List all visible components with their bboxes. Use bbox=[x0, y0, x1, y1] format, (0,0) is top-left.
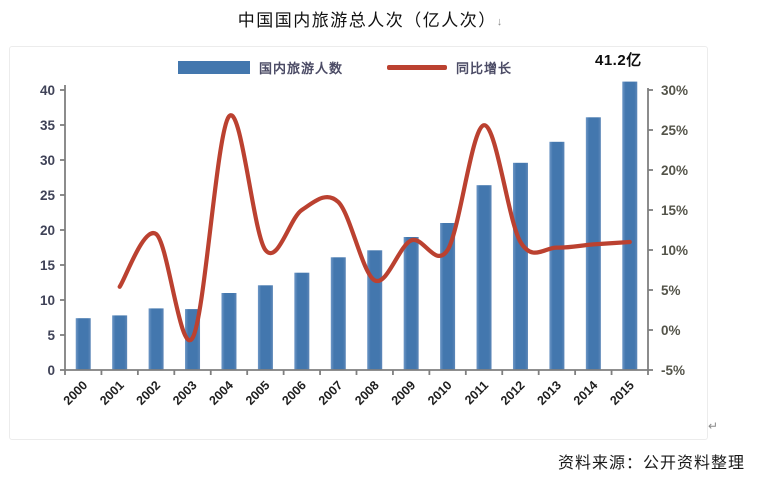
x-label-2009: 2009 bbox=[389, 378, 419, 408]
bar-2001 bbox=[112, 315, 128, 370]
bar-series-label: 国内旅游人数 bbox=[259, 61, 344, 76]
bar-2010 bbox=[440, 223, 456, 370]
bar-2005 bbox=[257, 285, 273, 370]
x-label-2008: 2008 bbox=[352, 378, 382, 408]
chart-legend: 国内旅游人数 同比增长 bbox=[178, 58, 512, 77]
bar-2006 bbox=[294, 272, 310, 370]
legend-item-bars: 国内旅游人数 bbox=[178, 58, 343, 77]
svg-text:15%: 15% bbox=[661, 203, 688, 218]
axes bbox=[60, 85, 653, 375]
source-note: 资料来源：公开资料整理 bbox=[557, 455, 745, 472]
paragraph-mark-icon: ↵ bbox=[708, 419, 719, 433]
bar-2015 bbox=[622, 81, 638, 370]
svg-text:-5%: -5% bbox=[661, 363, 685, 378]
x-label-2005: 2005 bbox=[243, 378, 273, 408]
bar-2012 bbox=[512, 162, 528, 370]
bar-2009 bbox=[403, 237, 419, 370]
peak-value-annotation: 41.2亿 bbox=[595, 52, 642, 69]
svg-text:0%: 0% bbox=[661, 323, 681, 338]
svg-text:10: 10 bbox=[40, 293, 55, 308]
svg-text:5: 5 bbox=[47, 328, 55, 343]
bar-2007 bbox=[330, 257, 346, 370]
svg-text:10%: 10% bbox=[661, 243, 688, 258]
legend-item-line: 同比增长 bbox=[387, 58, 512, 77]
x-label-2001: 2001 bbox=[97, 378, 127, 408]
svg-text:0: 0 bbox=[47, 363, 55, 378]
svg-text:20: 20 bbox=[40, 223, 55, 238]
svg-text:5%: 5% bbox=[661, 283, 681, 298]
x-label-2012: 2012 bbox=[498, 378, 528, 408]
bar-2011 bbox=[476, 185, 492, 370]
x-label-2010: 2010 bbox=[425, 378, 455, 408]
left-axis-labels: 0 5 10 15 20 25 30 35 40 bbox=[40, 83, 56, 378]
x-label-2013: 2013 bbox=[534, 378, 564, 408]
bar-2013 bbox=[549, 141, 565, 370]
x-label-2007: 2007 bbox=[316, 378, 346, 408]
svg-text:40: 40 bbox=[40, 83, 55, 98]
x-label-2006: 2006 bbox=[279, 378, 309, 408]
x-label-2002: 2002 bbox=[134, 378, 164, 408]
x-label-2004: 2004 bbox=[207, 378, 237, 408]
right-axis-labels: -5% 0% 5% 10% 15% 20% 25% 30% bbox=[661, 83, 688, 378]
x-label-2003: 2003 bbox=[170, 378, 200, 408]
paragraph-mark-icon: ↓ bbox=[496, 16, 503, 28]
svg-text:25%: 25% bbox=[661, 123, 688, 138]
bar-series-swatch bbox=[178, 61, 250, 74]
svg-text:35: 35 bbox=[40, 118, 56, 133]
x-label-2015: 2015 bbox=[607, 378, 637, 408]
svg-text:15: 15 bbox=[40, 258, 56, 273]
line-series-label: 同比增长 bbox=[456, 61, 513, 76]
x-axis-labels: 2000 2001 2002 2003 2004 2005 2006 2007 2008 2009… bbox=[61, 378, 637, 408]
x-label-2014: 2014 bbox=[571, 378, 601, 408]
svg-text:20%: 20% bbox=[661, 163, 688, 178]
svg-text:30%: 30% bbox=[661, 83, 688, 98]
chart-title-text: 中国国内旅游总人次（亿人次） bbox=[237, 11, 497, 30]
chart-title: 中国国内旅游总人次（亿人次）↓ bbox=[0, 6, 740, 31]
x-label-2000: 2000 bbox=[61, 378, 91, 408]
line-series-swatch bbox=[387, 65, 448, 70]
svg-text:30: 30 bbox=[40, 153, 55, 168]
svg-text:25: 25 bbox=[40, 188, 56, 203]
bar-2004 bbox=[221, 293, 237, 370]
bar-2002 bbox=[148, 308, 164, 370]
bars-series bbox=[75, 81, 638, 370]
x-label-2011: 2011 bbox=[462, 378, 491, 407]
bar-2008 bbox=[367, 250, 383, 370]
bar-2000 bbox=[75, 318, 91, 370]
growth-line bbox=[117, 113, 632, 343]
